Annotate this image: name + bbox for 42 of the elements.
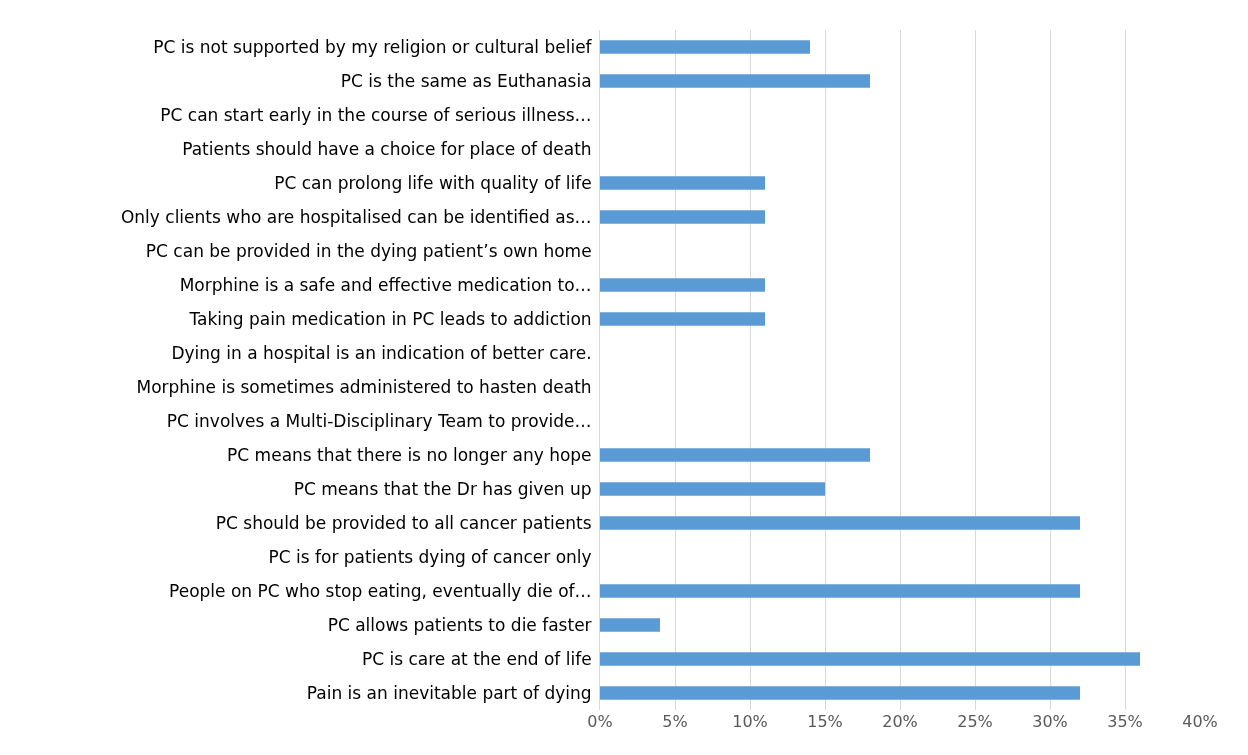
x-tick-label: 5%	[662, 712, 688, 731]
x-tick-label: 30%	[1032, 712, 1068, 731]
x-tick-label: 40%	[1182, 712, 1218, 731]
y-tick-label: Only clients who are hospitalised can be identified as…	[120, 206, 592, 227]
y-tick-label: PC involves a Multi-Disciplinary Team to provide…	[166, 410, 592, 431]
y-tick-label: PC means that there is no longer any hope	[227, 444, 592, 465]
bar	[600, 516, 1080, 530]
bar	[600, 482, 825, 496]
bar	[600, 74, 870, 88]
bar	[600, 278, 765, 292]
y-tick-label: PC is not supported by my religion or cultural belief	[153, 36, 593, 57]
y-tick-label: PC should be provided to all cancer patients	[215, 512, 592, 533]
y-tick-label: PC can start early in the course of serious illness…	[160, 104, 592, 125]
y-tick-label: PC is for patients dying of cancer only	[268, 546, 592, 567]
bar	[600, 448, 870, 462]
x-tick-label: 15%	[807, 712, 843, 731]
bar	[600, 176, 765, 190]
y-tick-label: Dying in a hospital is an indication of better care.	[171, 342, 592, 363]
bar	[600, 312, 765, 326]
x-tick-label: 0%	[587, 712, 613, 731]
y-tick-label: Morphine is sometimes administered to hasten death	[136, 376, 592, 397]
y-tick-label: PC can be provided in the dying patient’s own home	[145, 240, 592, 261]
x-tick-label: 20%	[882, 712, 918, 731]
bar	[600, 210, 765, 224]
bar	[600, 652, 1140, 666]
y-tick-label: Morphine is a safe and effective medication to…	[179, 274, 592, 295]
bar	[600, 40, 810, 54]
y-tick-label: Patients should have a choice for place of death	[182, 138, 592, 159]
y-tick-label: PC can prolong life with quality of life	[274, 172, 592, 193]
x-tick-label: 35%	[1107, 712, 1143, 731]
y-tick-label: PC allows patients to die faster	[327, 614, 592, 635]
y-tick-label: PC is the same as Euthanasia	[340, 70, 592, 91]
y-tick-label: PC means that the Dr has given up	[293, 478, 592, 499]
bar	[600, 618, 660, 632]
y-tick-label: Taking pain medication in PC leads to addiction	[188, 308, 592, 329]
x-tick-label: 10%	[732, 712, 768, 731]
bar	[600, 584, 1080, 598]
bar	[600, 686, 1080, 700]
y-tick-label: Pain is an inevitable part of dying	[306, 682, 592, 703]
y-tick-label: PC is care at the end of life	[361, 648, 592, 669]
x-tick-label: 25%	[957, 712, 993, 731]
y-tick-label: People on PC who stop eating, eventually die of…	[169, 580, 592, 601]
